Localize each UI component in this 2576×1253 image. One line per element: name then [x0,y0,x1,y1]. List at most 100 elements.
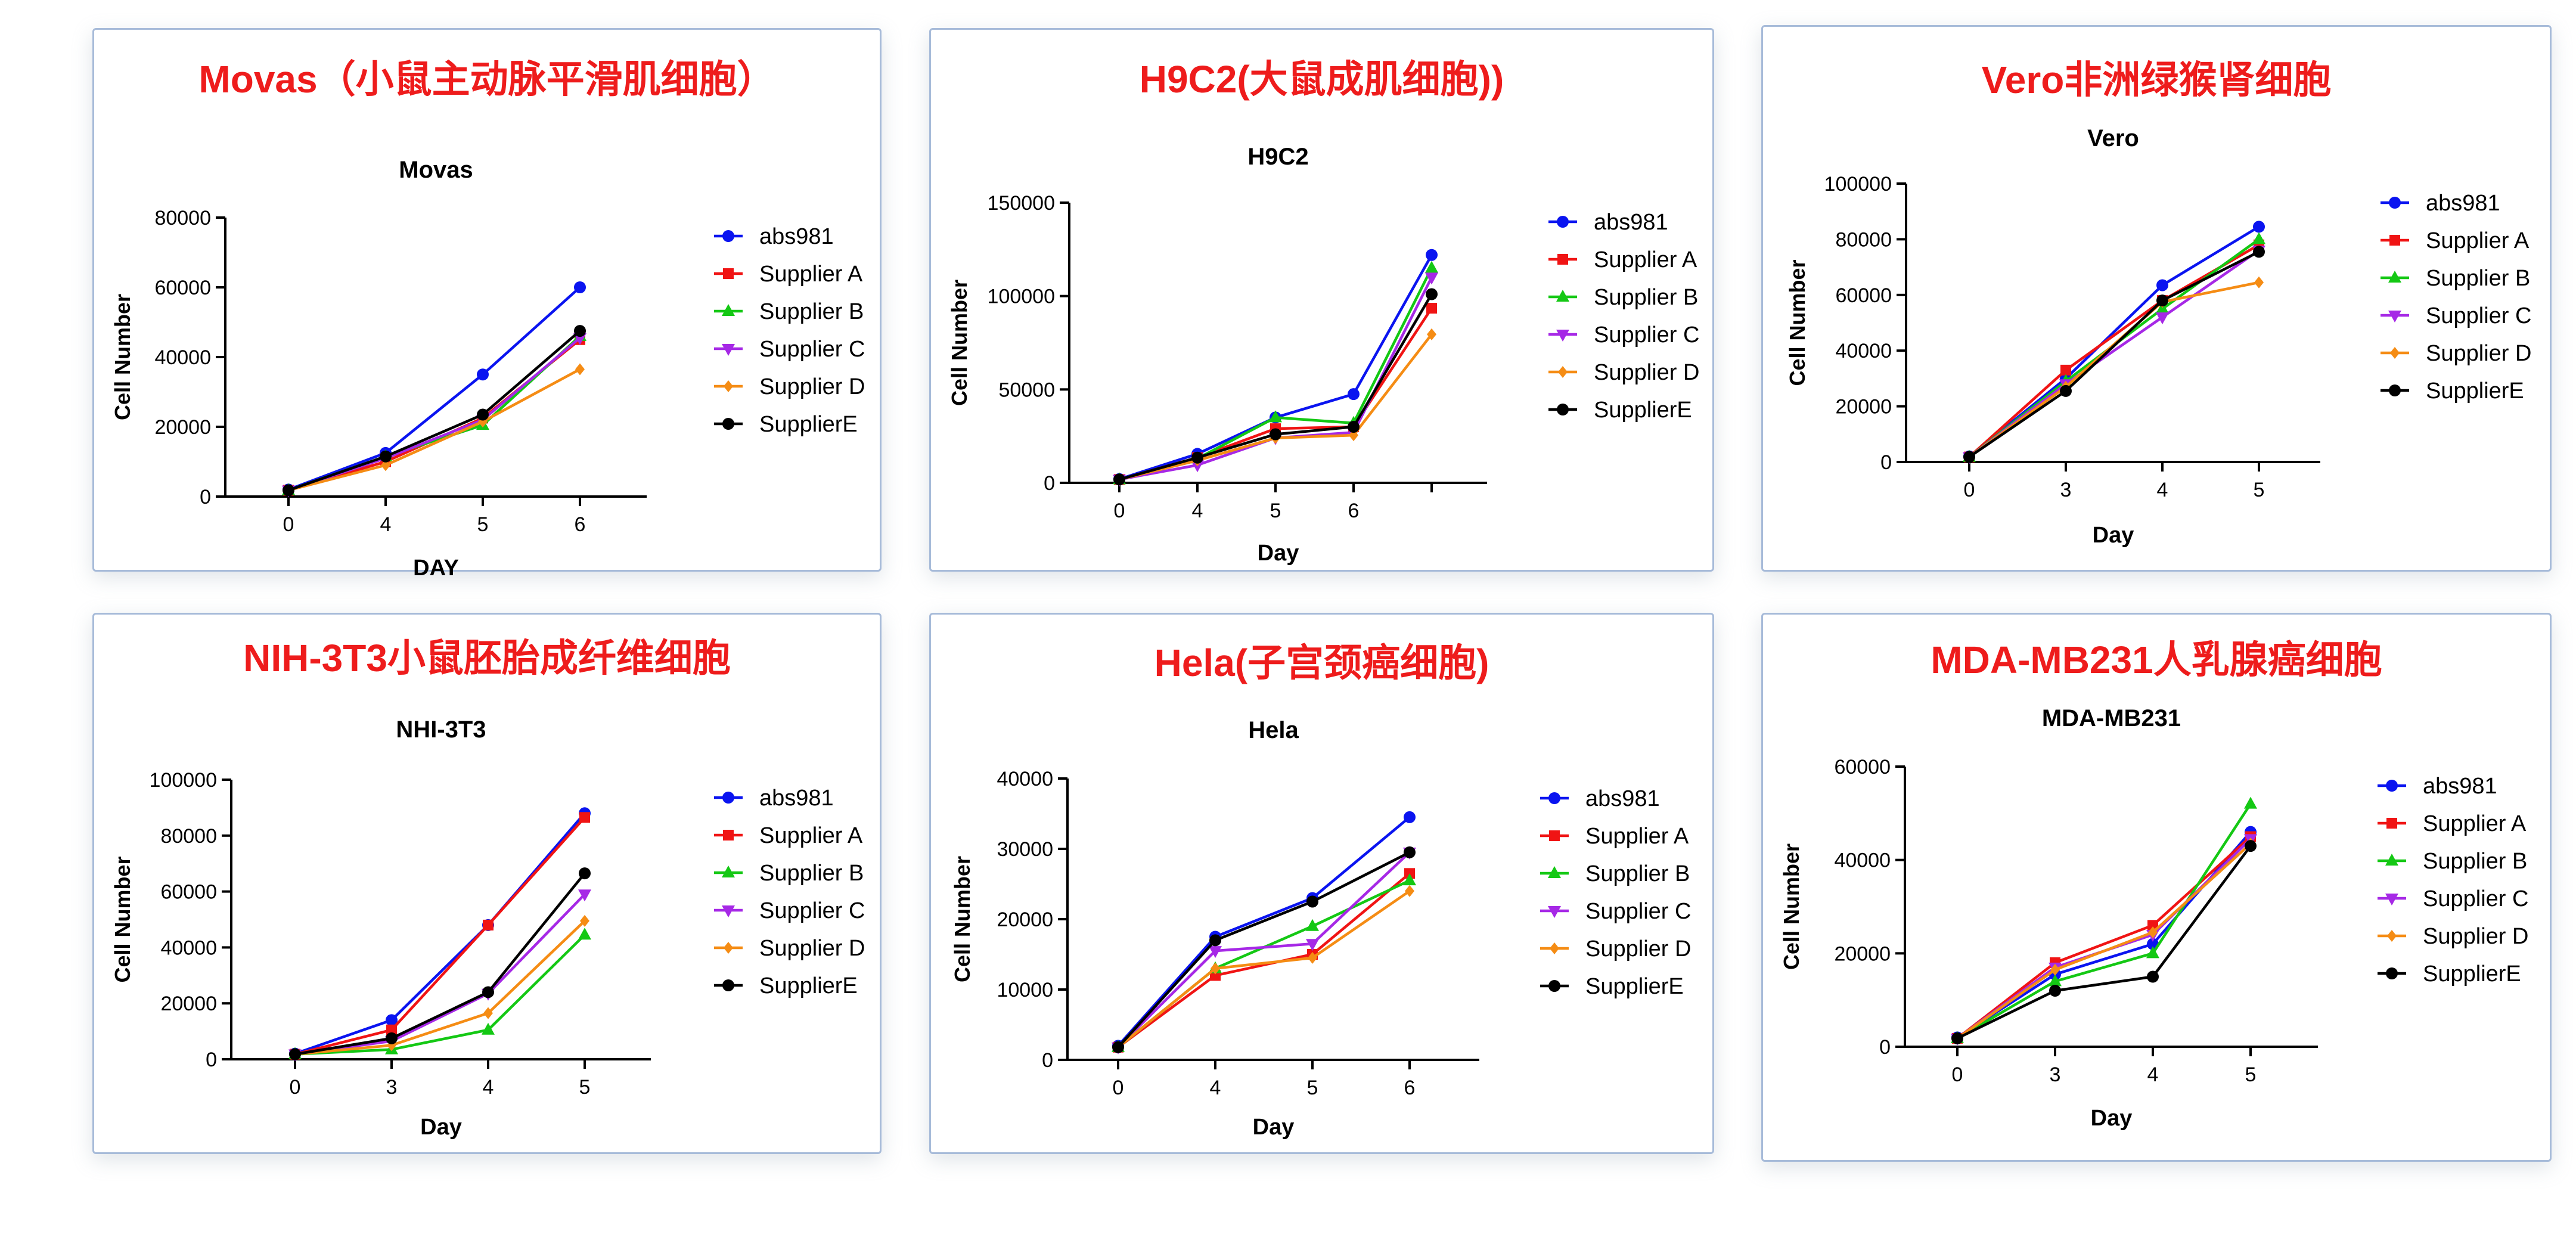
data-point [578,928,591,940]
x-tick-label: 5 [2245,1063,2257,1086]
chart-panel-vero: Vero非洲绿猴肾细胞 Vero 0 20000 40000 60000 80000 100… [1761,25,2552,572]
y-tick-label: 20000 [1834,942,1891,965]
legend-marker [2386,967,2398,979]
data-point [2049,985,2061,997]
y-tick-label: 20000 [1835,396,1892,418]
data-point [1348,388,1360,401]
legend-label: Supplier C [2423,886,2528,911]
y-axis-label: Cell Number [947,280,972,406]
data-point [1306,895,1318,908]
legend-marker [2389,235,2400,246]
data-point [477,408,489,421]
data-point [1112,1041,1124,1053]
y-tick-label: 0 [1879,1036,1891,1059]
legend-label: Supplier D [2423,924,2528,949]
legend-marker [1556,290,1569,302]
y-tick-label: 20000 [154,416,211,439]
series-line [1117,851,1411,1049]
legend-label: Supplier B [759,861,864,886]
legend-marker [722,866,735,877]
legend-label: Supplier B [1594,285,1698,310]
legend-label: Supplier A [1594,247,1697,272]
y-axis-label: Cell Number [110,294,135,420]
legend-label: abs981 [1585,786,1660,811]
legend-label: abs981 [759,786,834,811]
data-point [574,281,586,293]
data-point [1427,328,1436,340]
data-point [1348,421,1360,433]
x-tick-label: 3 [2060,479,2072,501]
x-tick-label: 0 [1952,1063,1963,1086]
chart-panel-hela: Hela(子宫颈癌细胞) Hela 0 10000 20000 30000 40000 0 4… [929,613,1714,1154]
x-tick-label: 0 [283,513,294,536]
y-tick-label: 80000 [1835,228,1892,251]
series-line [288,286,581,491]
legend-label: Supplier B [2426,266,2530,291]
x-tick-label: 0 [1114,500,1125,522]
legend-marker [1548,980,1560,992]
legend-marker [2389,384,2401,396]
y-tick-label: 0 [1042,1049,1053,1072]
y-tick-label: 60000 [1834,756,1891,779]
series-line [1117,816,1411,1047]
legend-label: Supplier C [759,337,865,362]
legend-label: Supplier D [759,936,865,961]
series-suppliere [1112,846,1416,1053]
series-abs981 [283,281,586,496]
legend-marker [722,230,734,242]
y-tick-label: 80000 [154,207,211,229]
legend-marker [2388,311,2401,322]
legend-label: SupplierE [1585,974,1684,999]
chart-panel-h9c2: H9C2(大鼠成肌细胞)) H9C2 0 50000 100000 150000 0 4 5 6… [929,28,1714,572]
series-line [1956,803,2252,1040]
chart-title: Movas [399,157,473,183]
legend-marker [2389,197,2401,209]
x-tick-label: 0 [1113,1077,1124,1099]
data-point [1113,473,1125,486]
data-point [1209,934,1221,947]
legend-marker [1550,942,1559,954]
y-tick-label: 20000 [160,993,217,1015]
y-tick-label: 40000 [1835,340,1892,362]
data-point [573,333,586,345]
panel-heading: H9C2(大鼠成肌细胞)) [1139,58,1504,101]
y-tick-label: 60000 [1835,284,1892,307]
data-point [2060,364,2071,376]
series-line [1968,281,2260,458]
y-tick-label: 0 [1044,472,1055,495]
data-point [482,1022,495,1035]
data-point [579,867,591,880]
x-tick-label: 4 [1210,1077,1221,1099]
series-line [1957,845,2252,1040]
x-tick-label: 4 [2157,479,2168,501]
legend-marker [2385,854,2398,866]
legend-marker [2387,930,2397,942]
x-tick-label: 4 [380,513,392,536]
legend-marker [723,830,734,840]
panel-heading: NIH-3T3小鼠胚胎成纤维细胞 [243,637,731,680]
data-point [1426,288,1438,300]
panel-heading: Hela(子宫颈癌细胞) [1154,641,1489,684]
y-axis-label: Cell Number [1779,843,1804,970]
series-supplier-a [1113,868,1415,1053]
x-tick-label: 3 [386,1076,398,1099]
legend-label: Supplier D [1585,936,1691,962]
x-tick-label: 5 [1270,500,1281,522]
legend-marker [1557,216,1569,228]
legend-marker [1558,366,1568,378]
line-chart-nih-3t3: NHI-3T3 0 20000 40000 60000 80000 100000 0 3 4 5 Da… [110,717,865,1140]
chart-title: NHI-3T3 [396,717,486,743]
data-point [2147,920,2158,931]
data-point [1306,919,1319,931]
data-point [2244,796,2257,809]
data-point [482,986,494,998]
data-point [2253,246,2265,258]
legend-label: SupplierE [759,412,858,437]
y-axis-label: Cell Number [110,856,135,982]
x-tick-label: 5 [477,513,489,536]
x-axis-label: Day [2091,1106,2133,1131]
legend-label: Supplier A [759,262,863,287]
y-axis-label: Cell Number [950,856,974,982]
series-supplier-d [1113,885,1414,1053]
line-chart-h9c2: H9C2 0 50000 100000 150000 0 4 5 6 Day Cell Number… [947,144,1699,566]
